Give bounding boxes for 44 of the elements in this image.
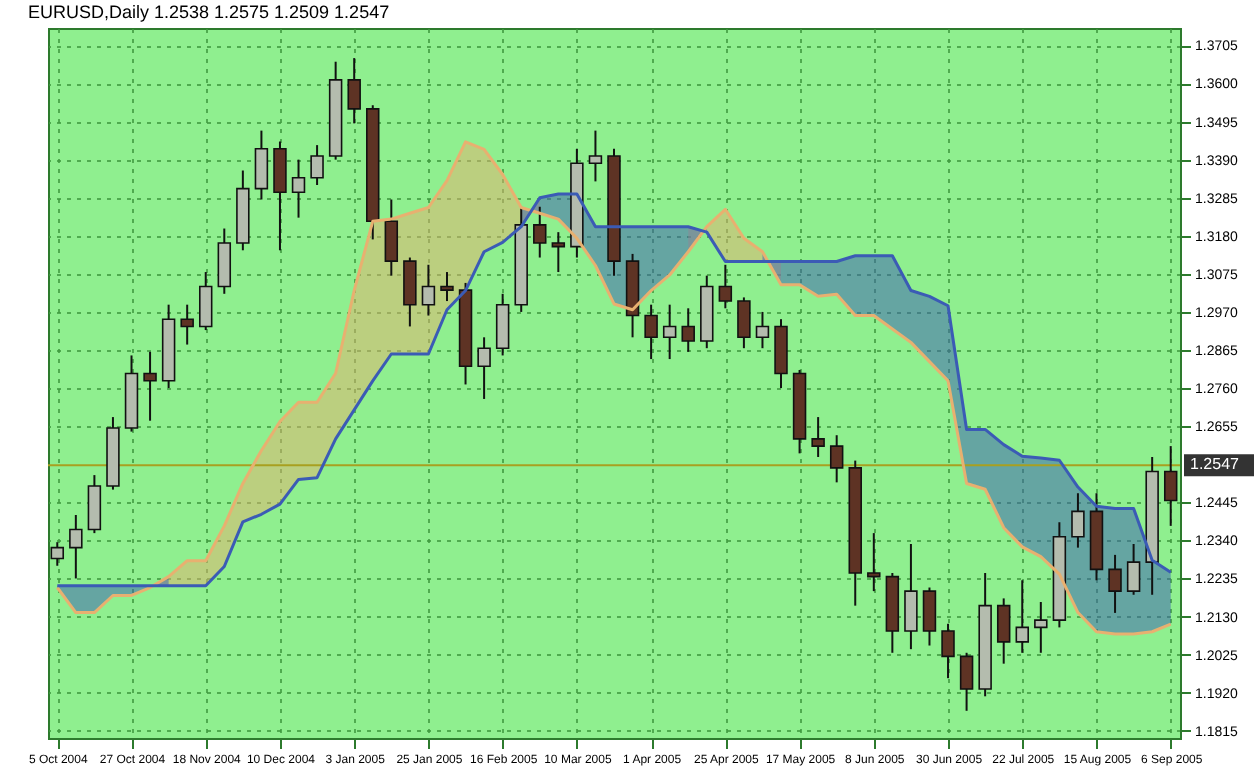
ref-line-label: 1.2547 xyxy=(1190,455,1241,474)
candlestick xyxy=(199,271,213,332)
candlestick xyxy=(959,651,974,712)
candlestick xyxy=(941,622,955,680)
candlestick xyxy=(180,303,194,346)
candlestick xyxy=(737,296,751,350)
candlestick xyxy=(533,205,547,259)
candlestick xyxy=(273,140,287,252)
candlestick xyxy=(403,256,417,328)
candlestick xyxy=(774,318,788,390)
candlestick xyxy=(1108,553,1122,614)
candlestick xyxy=(1071,492,1085,549)
candlestick xyxy=(217,227,232,295)
candlestick xyxy=(477,336,491,400)
candlestick xyxy=(347,57,361,125)
candlestick xyxy=(254,129,269,201)
candlestick xyxy=(662,303,677,361)
candlestick xyxy=(922,586,937,647)
candlestick xyxy=(69,513,83,580)
candlestick xyxy=(755,310,770,350)
candlestick xyxy=(440,271,454,303)
candlestick xyxy=(87,474,102,535)
candlestick xyxy=(681,307,695,353)
candlestick xyxy=(310,144,324,187)
candlestick xyxy=(291,158,306,219)
candlestick xyxy=(1126,543,1141,596)
candlestick xyxy=(811,416,825,458)
candlestick xyxy=(829,434,844,484)
candlestick xyxy=(50,541,65,567)
candlestick xyxy=(718,263,733,310)
candlestick xyxy=(867,532,881,593)
candlestick xyxy=(143,350,157,422)
candlestick xyxy=(495,292,510,357)
candlestick xyxy=(1015,579,1029,654)
candlestick xyxy=(551,231,566,274)
candlestick xyxy=(421,263,436,317)
candlestick xyxy=(1163,445,1178,527)
candlestick xyxy=(1034,601,1048,654)
candlestick xyxy=(384,198,399,277)
candlestick xyxy=(588,129,603,183)
candlestick xyxy=(904,543,918,651)
candlestick xyxy=(644,303,658,361)
chart-title: EURUSD,Daily 1.2538 1.2575 1.2509 1.2547 xyxy=(27,2,390,22)
candlestick xyxy=(996,597,1011,665)
